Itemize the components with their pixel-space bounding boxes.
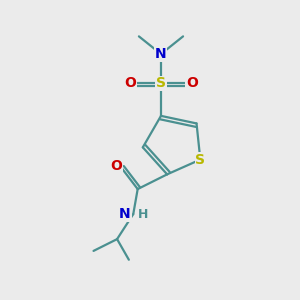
Text: N: N — [119, 207, 131, 221]
Text: S: S — [156, 76, 166, 91]
Text: O: O — [110, 159, 122, 173]
Text: N: N — [155, 47, 167, 61]
Text: H: H — [137, 208, 148, 220]
Text: O: O — [124, 76, 136, 91]
Text: O: O — [186, 76, 198, 91]
Text: S: S — [195, 153, 205, 166]
